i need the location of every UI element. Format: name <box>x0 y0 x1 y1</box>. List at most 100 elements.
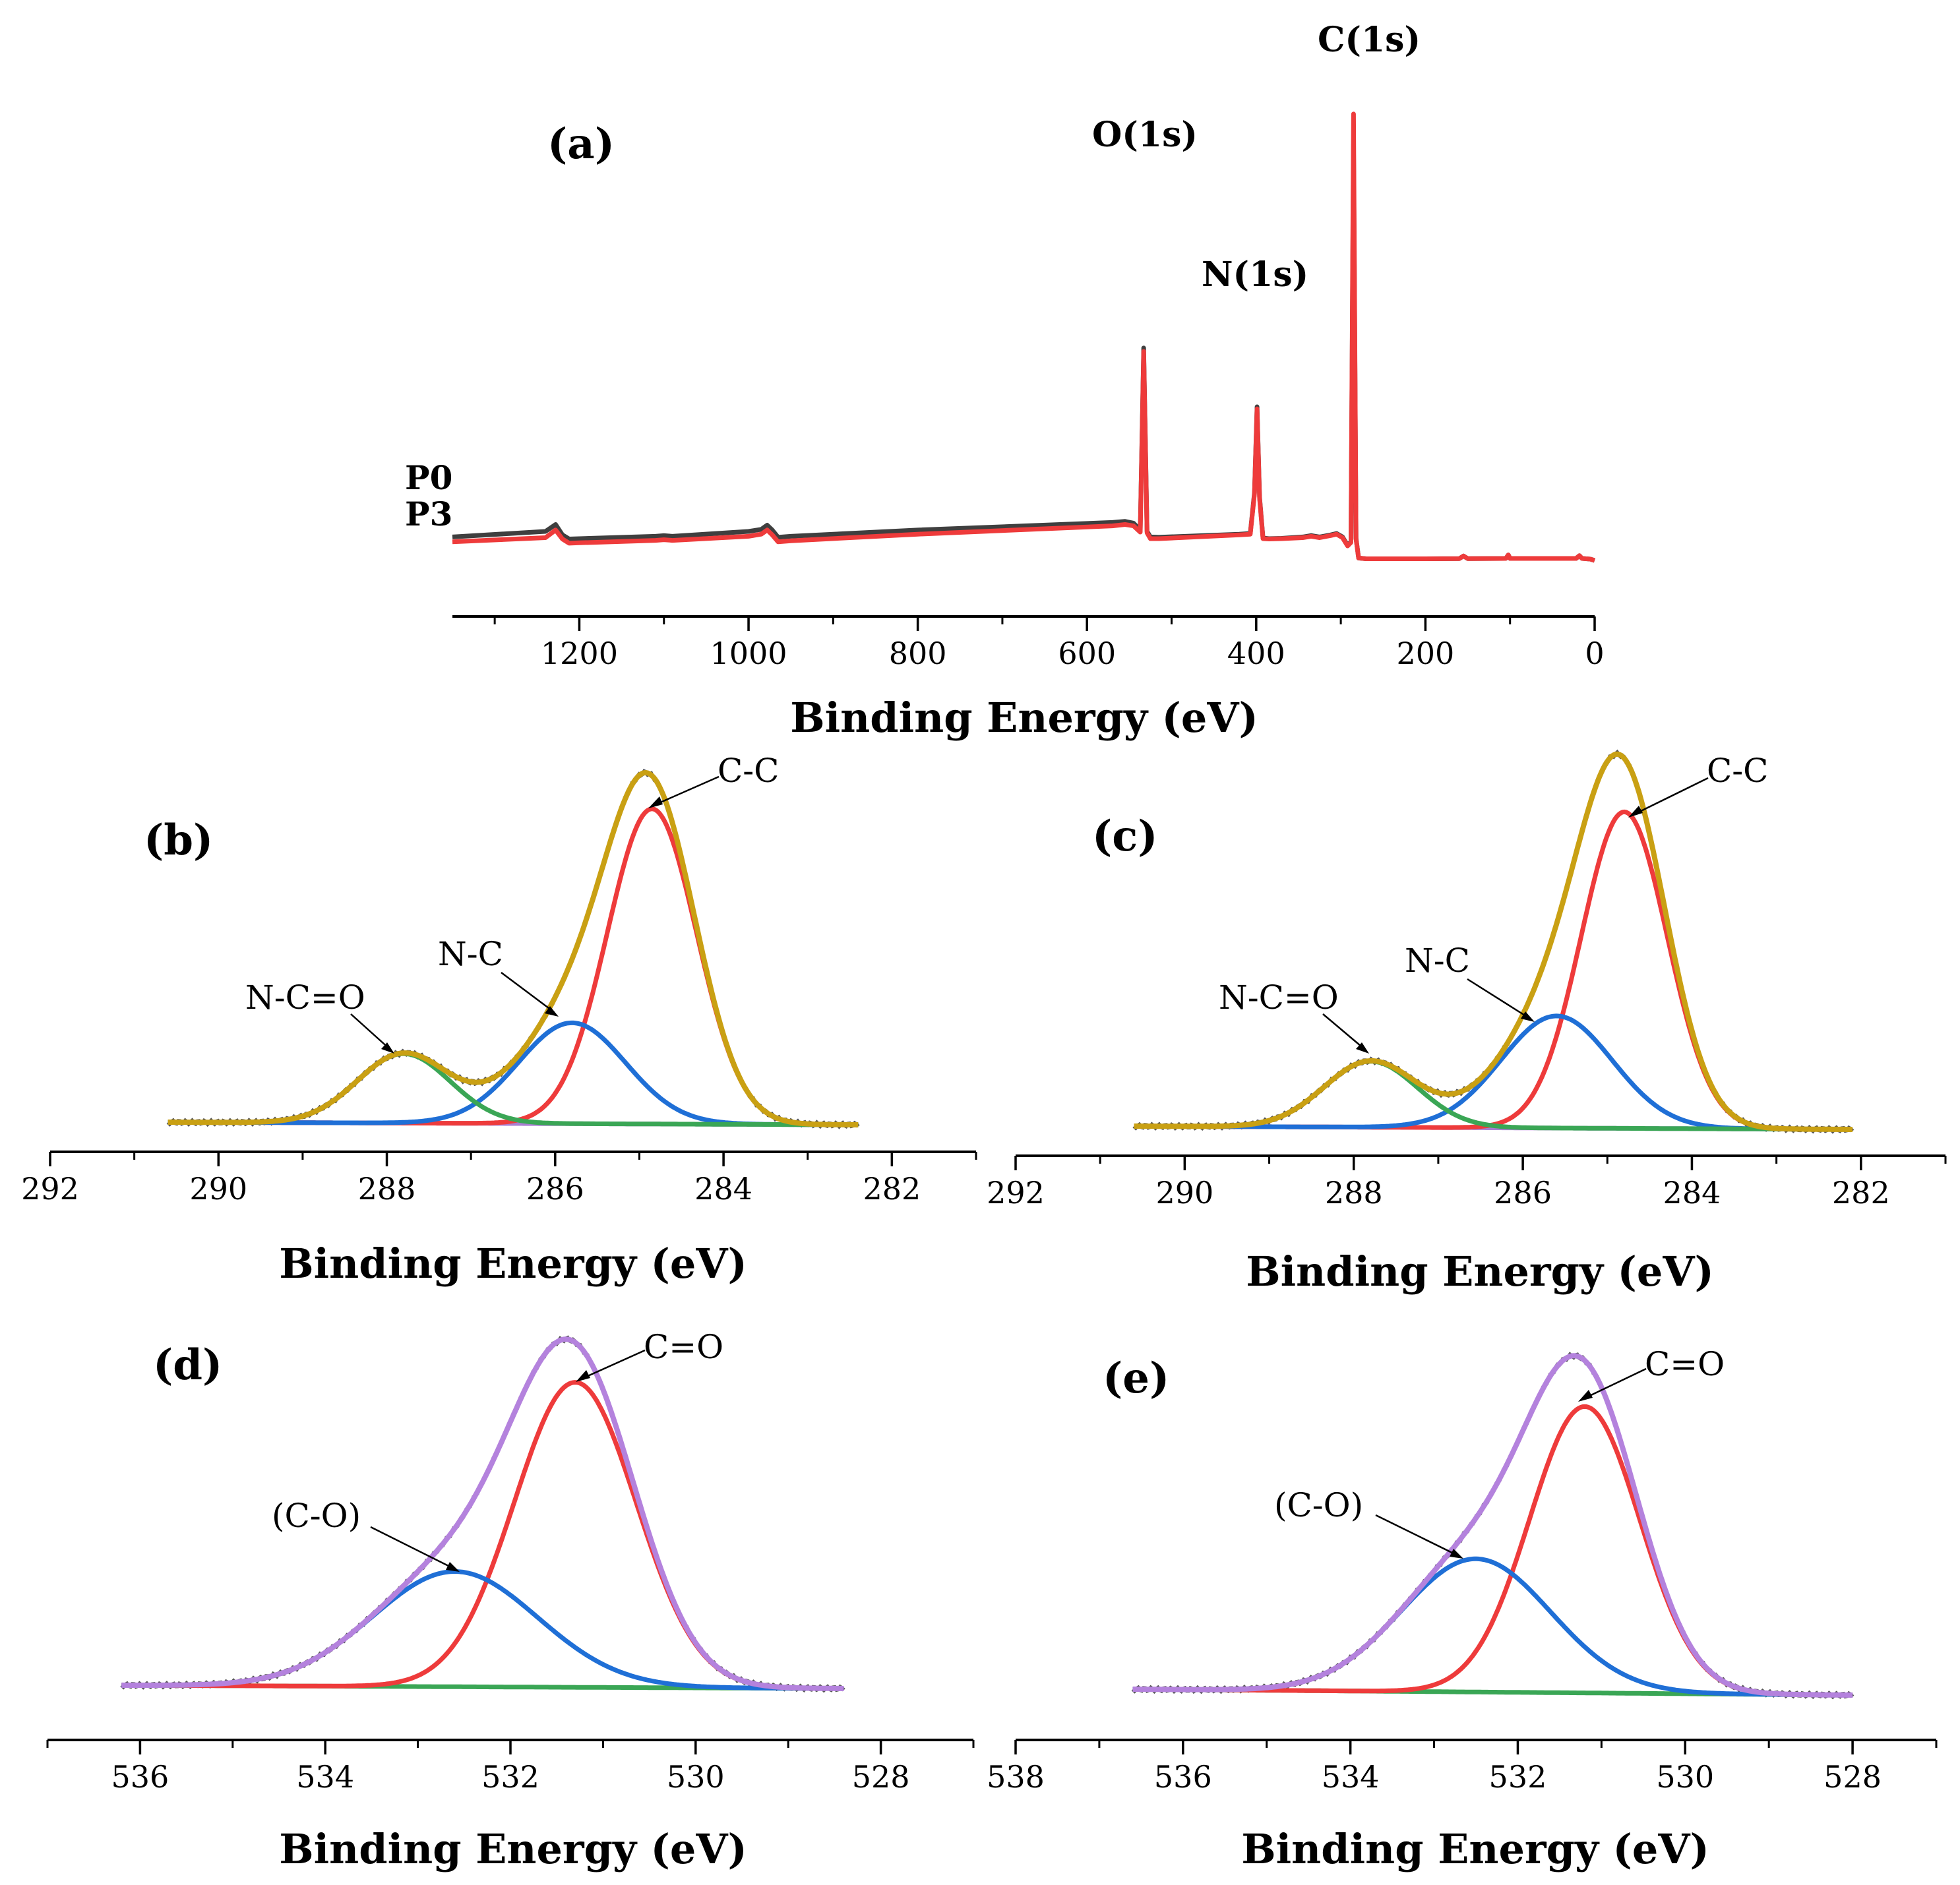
panel-e-arrowhead-co-double <box>1578 1390 1593 1402</box>
panel-d-raw-data <box>120 1335 845 1693</box>
panel-e-label: (e) <box>1103 1354 1169 1403</box>
panel-a-series-group <box>452 111 1596 563</box>
panel-d-tick-label: 528 <box>852 1759 910 1795</box>
panel-e-raw-data <box>1131 1352 1854 1700</box>
panel-e-tick-label: 528 <box>1823 1759 1882 1795</box>
panel-e-tick-label: 534 <box>1322 1759 1380 1795</box>
panel-e-component-co <box>1132 1556 1853 1698</box>
panel-c-envelope <box>1134 751 1853 1132</box>
panel-a-tick-label: 200 <box>1397 636 1455 671</box>
panel-c-tick-label: 288 <box>1325 1175 1383 1211</box>
panel-e-arrowhead-co-single <box>1450 1549 1463 1559</box>
panel-b-x-axis-title: Binding Energy (eV) <box>279 1240 747 1288</box>
panel-d-tick-label: 532 <box>481 1759 539 1795</box>
panel-d-arrow-co-double <box>580 1349 646 1381</box>
panel-e-peak-label-co-double: C=O <box>1645 1345 1725 1383</box>
series-label-p0: P0 <box>405 458 452 497</box>
panel-c-arrowhead-cc <box>1628 806 1643 818</box>
panel-d-tick-label: 534 <box>296 1759 354 1795</box>
panel-c-arrowhead-nco <box>1356 1042 1369 1054</box>
panel-c-arrow-nco <box>1322 1013 1366 1050</box>
panel-d-o1s: 536 534 532 530 528 (d) C=O (C-O) Binding En… <box>46 1328 975 1873</box>
panel-b-tick-label: 288 <box>358 1171 416 1207</box>
panel-d-label: (d) <box>153 1340 222 1390</box>
panel-c-peak-label-nc: N-C <box>1405 942 1470 980</box>
panel-b-tick-label: 286 <box>526 1171 584 1207</box>
panel-b-arrow-nco <box>350 1013 391 1050</box>
panel-b-arrow-nc <box>501 972 555 1013</box>
panel-c-tick-label: 284 <box>1663 1175 1721 1211</box>
panel-b-envelope <box>168 769 859 1127</box>
panel-c-arrow-cc <box>1632 777 1709 816</box>
panel-b-peak-label-cc: C-C <box>718 752 779 790</box>
panel-d-peak-label-co-double: C=O <box>644 1328 723 1366</box>
panel-a-tick-label: 0 <box>1585 636 1604 671</box>
panel-c-component-cc <box>1134 809 1853 1132</box>
panel-a-survey: 1200 1000 800 600 400 200 0 (a) C(1s) O(1s) N(… <box>405 20 1605 742</box>
panel-b-arrowhead-nc <box>545 1006 559 1017</box>
series-line-p0 <box>452 141 1596 563</box>
panel-d-envelope <box>121 1336 844 1691</box>
panel-b-tick-label: 290 <box>189 1171 247 1207</box>
panel-e-x-axis-title: Binding Energy (eV) <box>1241 1825 1709 1873</box>
panel-c-tick-label: 286 <box>1494 1175 1552 1211</box>
panel-b-tick-label: 282 <box>863 1171 921 1207</box>
panel-b-raw-data <box>166 768 860 1129</box>
panel-c-arrow-nc <box>1467 978 1531 1020</box>
panel-b-component-nc <box>168 1020 859 1127</box>
o1s-peak-label: O(1s) <box>1092 115 1198 155</box>
panel-c-curves <box>1132 749 1854 1134</box>
panel-b-tick-label: 292 <box>21 1171 79 1207</box>
panel-a-tick-label: 800 <box>889 636 947 671</box>
panel-d-ticks: 536 534 532 530 528 <box>46 1740 975 1795</box>
panel-d-arrowhead-co-single <box>446 1562 460 1572</box>
n1s-peak-label: N(1s) <box>1202 254 1308 295</box>
panel-d-tick-label: 530 <box>667 1759 725 1795</box>
panel-e-arrow-co-double <box>1582 1367 1647 1400</box>
panel-e-curves <box>1131 1352 1854 1700</box>
panel-c-label: (c) <box>1092 812 1158 861</box>
panel-c-tick-label: 290 <box>1155 1175 1213 1211</box>
panel-e-arrow-co-single <box>1375 1514 1459 1557</box>
series-label-p3: P3 <box>405 494 452 533</box>
panel-b-peak-label-nco: N-C=O <box>245 978 365 1017</box>
panel-c-peak-label-nco: N-C=O <box>1219 978 1339 1017</box>
panel-a-tick-label: 600 <box>1058 636 1116 671</box>
panel-b-label: (b) <box>144 816 213 865</box>
panel-e-tick-label: 530 <box>1656 1759 1714 1795</box>
panel-c-ticks: 292 290 288 286 284 282 <box>987 1156 1947 1211</box>
panel-d-tick-label: 536 <box>111 1759 169 1795</box>
panel-c-tick-label: 292 <box>987 1175 1045 1211</box>
panel-b-curves <box>166 768 860 1129</box>
panel-b-ticks: 292 290 288 286 284 282 <box>21 1152 977 1207</box>
panel-d-arrowhead-co-double <box>576 1370 590 1382</box>
panel-a-label: (a) <box>547 119 615 169</box>
panel-e-peak-label-co-single: (C-O) <box>1274 1486 1363 1524</box>
panel-b-component-cc <box>168 806 859 1127</box>
panel-e-tick-label: 532 <box>1489 1759 1547 1795</box>
panel-b-arrowhead-nco <box>381 1042 394 1054</box>
panel-a-tick-label: 400 <box>1227 636 1285 671</box>
panel-d-arrow-co-single <box>370 1526 456 1571</box>
panel-e-tick-label: 538 <box>987 1759 1045 1795</box>
panel-d-component-co <box>121 1380 844 1691</box>
panel-e-tick-label: 536 <box>1154 1759 1212 1795</box>
panel-c-arrowhead-nc <box>1521 1011 1535 1022</box>
panel-b-arrowhead-cc <box>648 796 663 808</box>
panel-a-tick-label: 1000 <box>710 636 787 671</box>
panel-a-tick-label: 1200 <box>541 636 618 671</box>
panel-e-envelope <box>1132 1353 1853 1698</box>
panel-c-raw-data <box>1132 749 1854 1134</box>
panel-b-arrow-cc <box>652 775 720 807</box>
panel-a-ticks: 1200 1000 800 600 400 200 0 <box>493 616 1605 671</box>
panel-d-x-axis-title: Binding Energy (eV) <box>279 1825 747 1873</box>
panel-b-peak-label-nc: N-C <box>438 935 503 973</box>
panel-e-o1s: 538 536 534 532 530 528 (e) C=O (C-O) Binding… <box>987 1345 1938 1873</box>
series-line-p3 <box>452 111 1596 563</box>
panel-c-tick-label: 282 <box>1832 1175 1890 1211</box>
panel-b-tick-label: 284 <box>694 1171 752 1207</box>
panel-a-x-axis-title: Binding Energy (eV) <box>790 694 1258 742</box>
panel-e-component-co <box>1132 1404 1853 1698</box>
panel-d-curves <box>120 1335 845 1693</box>
